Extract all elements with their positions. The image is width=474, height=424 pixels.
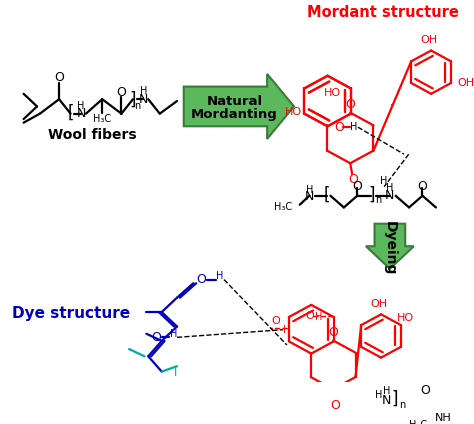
Text: O: O	[328, 326, 338, 339]
Text: O: O	[348, 173, 358, 186]
Text: H: H	[77, 100, 85, 111]
Text: [: [	[323, 186, 330, 204]
Text: O: O	[151, 331, 161, 344]
Text: H: H	[381, 176, 388, 186]
Text: O: O	[334, 121, 344, 134]
Text: H: H	[283, 325, 291, 335]
Text: N: N	[385, 189, 394, 202]
Text: O: O	[305, 311, 314, 321]
Text: O: O	[54, 71, 64, 84]
Polygon shape	[366, 224, 414, 269]
Text: ]: ]	[368, 186, 375, 204]
Text: Mordanting: Mordanting	[191, 108, 278, 121]
Text: H: H	[306, 185, 313, 195]
Text: H₃C: H₃C	[409, 420, 427, 424]
Text: HO: HO	[324, 88, 341, 98]
Text: H: H	[375, 390, 383, 399]
Text: n: n	[399, 400, 405, 410]
Text: n: n	[135, 101, 141, 112]
Text: ]: ]	[130, 91, 136, 109]
Text: O: O	[196, 273, 206, 286]
Text: ]: ]	[391, 390, 398, 408]
Text: OH: OH	[420, 35, 438, 45]
Text: O: O	[330, 399, 340, 412]
Text: [: [	[67, 104, 74, 122]
Text: OH: OH	[458, 78, 474, 88]
Text: O: O	[345, 98, 355, 111]
Text: H: H	[315, 312, 323, 323]
Text: O: O	[271, 315, 280, 326]
Text: OH: OH	[371, 298, 388, 309]
Text: H: H	[383, 386, 391, 396]
Text: Dyeing: Dyeing	[383, 221, 397, 275]
Text: Natural: Natural	[207, 95, 263, 108]
Text: H₃C: H₃C	[274, 202, 292, 212]
Text: Mordant structure: Mordant structure	[307, 5, 459, 20]
Text: n: n	[375, 195, 382, 205]
Text: N: N	[76, 107, 86, 120]
Text: H: H	[217, 271, 224, 281]
Text: H: H	[350, 122, 358, 132]
Text: NH: NH	[435, 413, 452, 423]
Text: I: I	[173, 368, 177, 378]
Text: H: H	[170, 329, 177, 339]
Text: Wool fibers: Wool fibers	[48, 128, 137, 142]
Text: O: O	[418, 180, 428, 193]
Text: N: N	[382, 393, 392, 407]
Text: N: N	[139, 93, 148, 106]
Text: •: •	[390, 103, 394, 109]
Text: HO: HO	[396, 313, 413, 323]
Text: O: O	[117, 86, 127, 98]
Text: HO: HO	[285, 107, 302, 117]
Text: N: N	[305, 190, 314, 203]
Polygon shape	[184, 74, 294, 139]
Text: O: O	[420, 385, 430, 397]
Text: H: H	[140, 86, 147, 96]
Text: Dye structure: Dye structure	[12, 307, 131, 321]
Text: H₃C: H₃C	[93, 114, 111, 124]
Text: O: O	[352, 180, 362, 193]
Text: H: H	[386, 183, 393, 192]
